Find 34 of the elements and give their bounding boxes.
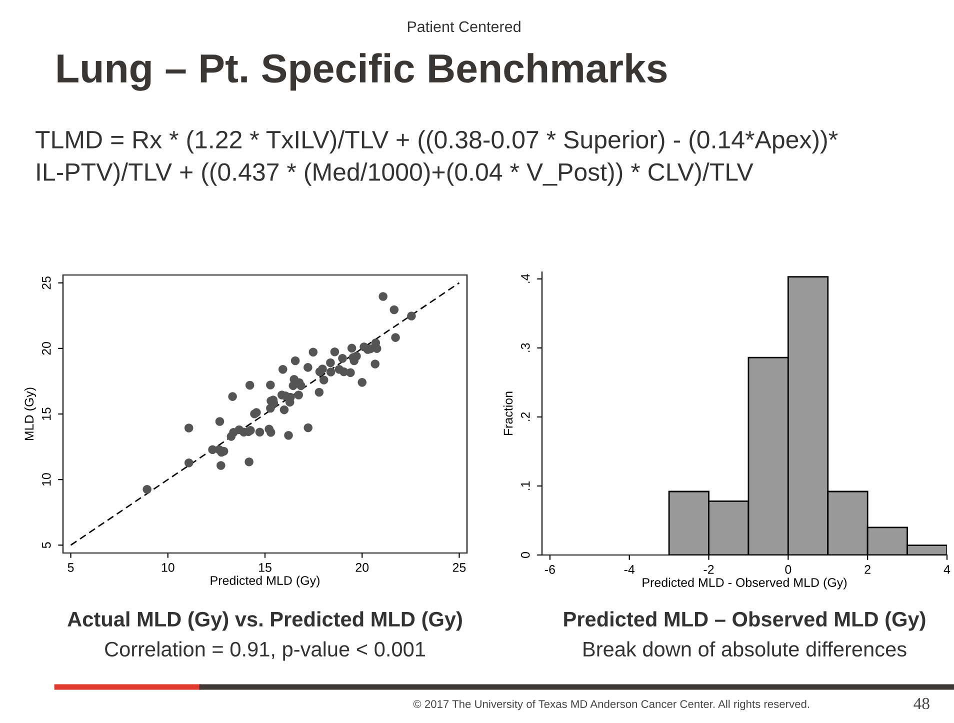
text: TLMD = Rx * (1.22 * TxILV)/TLV + ((0.38-0.07 * Superior) - (0.14*Apex))* IL-PTV)/TLV + ((0.437 * (Med/1000)+(0.04 * V_Post)) * CLV)/TLV: [36, 130, 838, 186]
x-tick-label: 0: [785, 565, 792, 574]
y-tick-label: .3: [520, 343, 530, 352]
text: Predicted MLD – Observed MLD (Gy): [564, 611, 926, 631]
x-axis-title: Predicted MLD (Gy): [210, 576, 320, 588]
y-tick-label: .4: [521, 274, 530, 283]
y-tick-label: 25: [42, 276, 51, 290]
text: Correlation = 0.91, p-value < 0.001: [105, 641, 425, 661]
x-tick-label: -4: [624, 565, 635, 574]
x-tick-label: 5: [68, 563, 74, 572]
y-tick-label: .2: [520, 412, 530, 422]
y-tick-label: .1: [521, 481, 530, 490]
y-axis-title: Fraction: [503, 392, 513, 436]
y-tick-label: 0: [520, 552, 530, 558]
x-tick-label: 25: [452, 563, 466, 572]
text: Actual MLD (Gy) vs. Predicted MLD (Gy): [68, 611, 462, 631]
x-tick-label: -6: [544, 565, 555, 574]
x-tick-label: 15: [259, 563, 272, 572]
text: Lung – Pt. Specific Benchmarks: [58, 53, 667, 91]
y-tick-label: 15: [42, 408, 51, 420]
x-axis-title: Predicted MLD - Observed MLD (Gy): [642, 578, 847, 590]
text: Patient Centered: [408, 20, 520, 32]
text: 48: [914, 698, 930, 710]
y-tick-label: 5: [42, 542, 51, 548]
x-tick-label: 20: [356, 563, 369, 572]
x-tick-label: -2: [704, 565, 714, 574]
text: Break down of absolute differences: [584, 641, 906, 657]
y-tick-label: 10: [42, 473, 51, 486]
y-axis-title: MLD (Gy): [24, 388, 36, 440]
x-tick-label: 10: [162, 563, 174, 572]
x-tick-label: 4: [944, 565, 950, 574]
text: © 2017 The University of Texas MD Anderson Cancer Center. All rights reserved.: [413, 700, 810, 710]
y-tick-label: 20: [42, 342, 51, 355]
x-tick-label: 2: [864, 565, 870, 574]
